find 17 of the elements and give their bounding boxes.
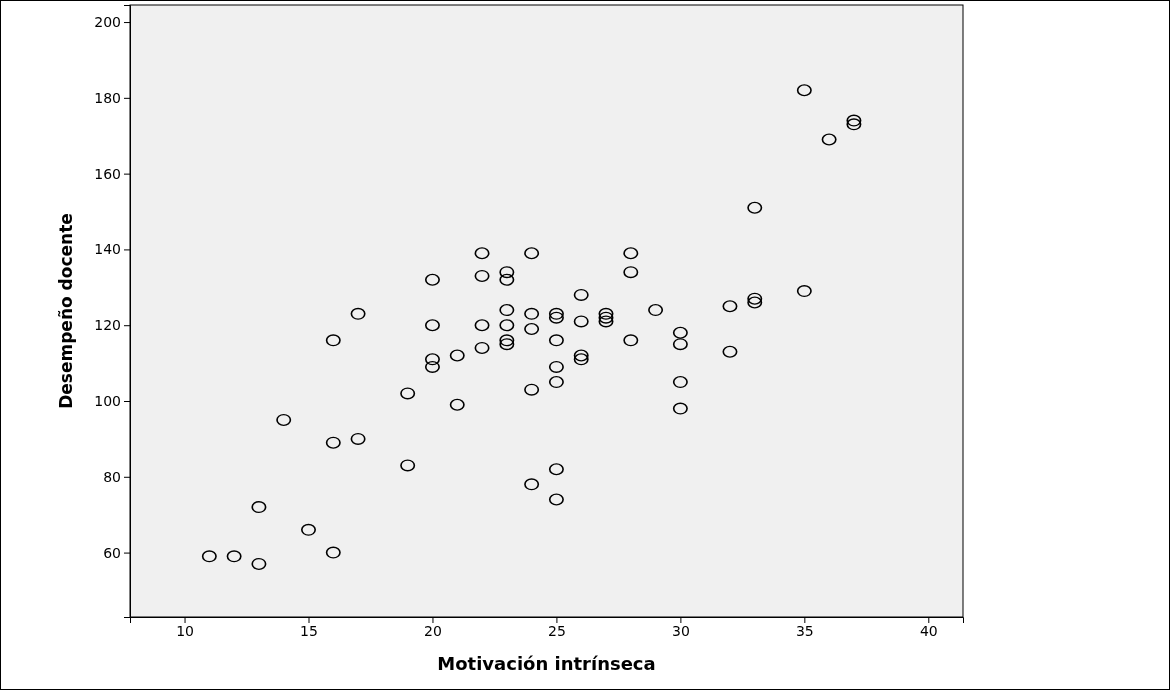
y-tick-label: 100 [94,392,121,409]
y-tick-label: 80 [103,468,121,485]
x-tick-label: 25 [548,622,566,639]
y-tick-label: 180 [94,89,121,106]
x-tick-label: 35 [795,622,814,639]
y-axis-title: Desempeño docente [56,213,76,409]
y-tick-label: 140 [94,241,121,258]
x-tick-label: 30 [671,622,690,639]
x-tick-label: 15 [300,622,318,639]
x-axis-title: Motivación intrínseca [437,653,656,674]
y-tick-label: 120 [94,317,121,334]
y-tick-label: 200 [94,14,121,31]
y-tick-label: 160 [94,165,121,182]
x-tick-label: 10 [176,622,194,639]
x-tick-label: 40 [919,622,938,639]
y-tick-label: 60 [103,544,121,561]
x-tick-label: 20 [424,622,442,639]
